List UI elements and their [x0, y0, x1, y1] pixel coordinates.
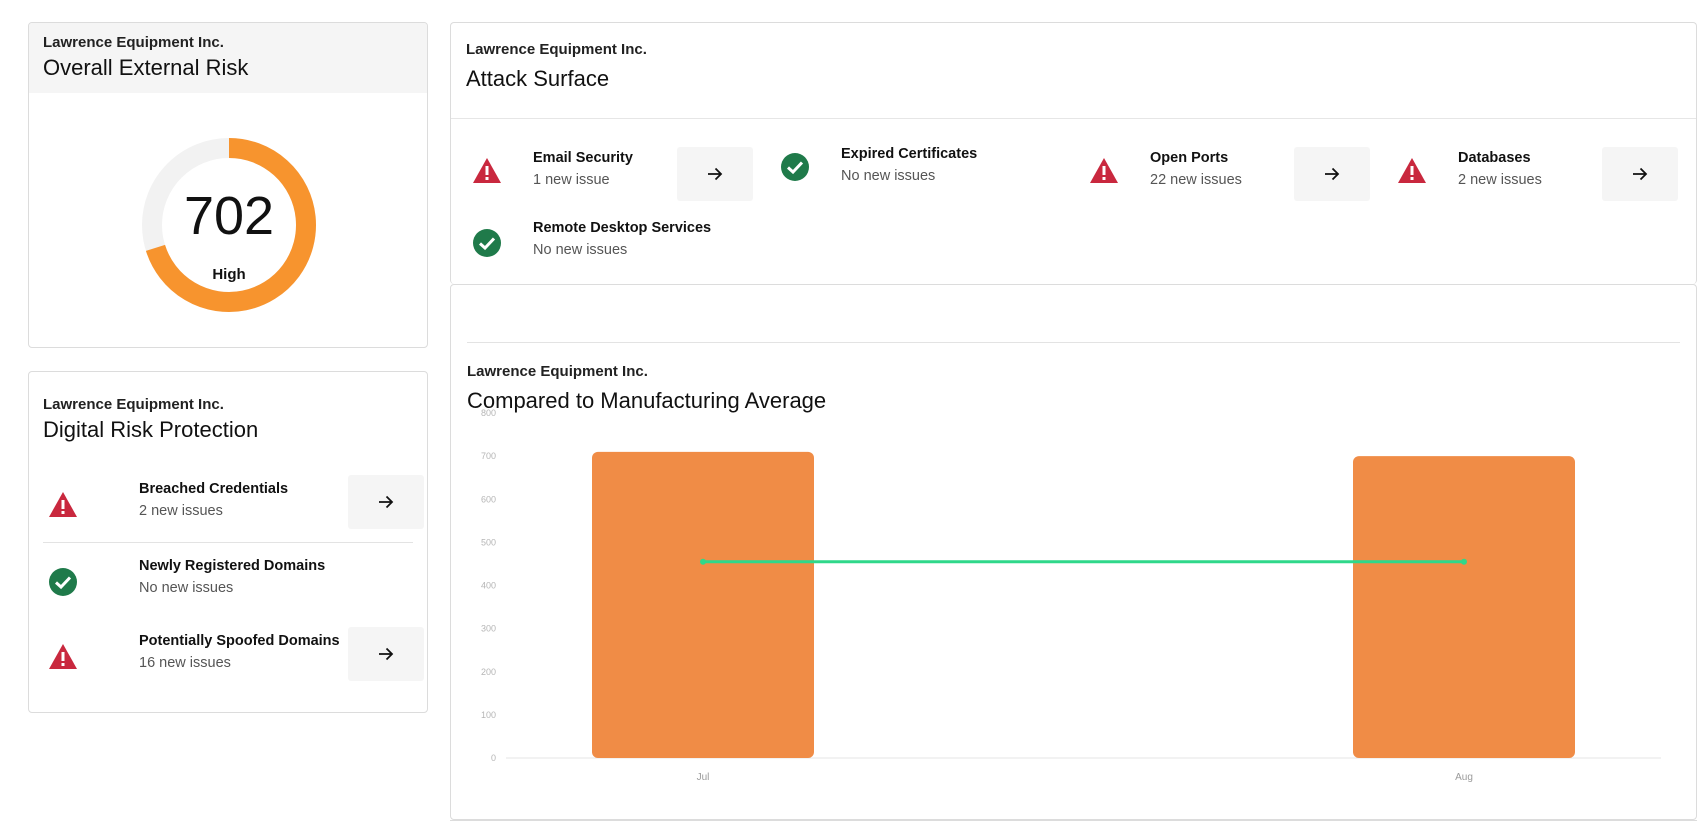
- open-open-ports-button[interactable]: [1294, 147, 1370, 201]
- x-tick-label: Aug: [1455, 772, 1473, 783]
- drp-item-newly-registered-domains: Newly Registered Domains No new issues: [43, 548, 413, 612]
- average-point: [700, 558, 706, 565]
- attack-item-title: Email Security: [533, 150, 633, 166]
- open-spoofed-domains-button[interactable]: [348, 627, 424, 681]
- risk-rating-label: High: [212, 266, 246, 283]
- warning-icon: [49, 644, 77, 669]
- arrow-right-icon: [379, 495, 394, 509]
- attack-item-title: Open Ports: [1150, 150, 1229, 166]
- attack-item-title: Remote Desktop Services: [533, 220, 712, 236]
- y-tick-label: 500: [481, 537, 496, 547]
- y-tick-label: 600: [481, 494, 496, 504]
- drp-header: Lawrence Equipment Inc. Digital Risk Pro…: [29, 372, 427, 443]
- attack-item-remote-desktop-services: Remote Desktop Services No new issues: [451, 217, 751, 277]
- drp-item-title: Potentially Spoofed Domains: [139, 633, 340, 649]
- bar-jul: [592, 451, 814, 758]
- company-name: Lawrence Equipment Inc.: [43, 396, 224, 413]
- open-breached-credentials-button[interactable]: [348, 475, 424, 529]
- company-name: Lawrence Equipment Inc.: [466, 41, 647, 58]
- warning-icon: [473, 158, 501, 183]
- attack-item-subtitle: 1 new issue: [533, 172, 610, 188]
- drp-item-breached-credentials: Breached Credentials 2 new issues: [43, 471, 424, 535]
- y-tick-label: 100: [481, 710, 496, 720]
- warning-icon: [1090, 158, 1118, 183]
- overall-risk-card: Lawrence Equipment Inc. Overall External…: [28, 22, 428, 348]
- comparison-header: Lawrence Equipment Inc. Compared to Manu…: [467, 363, 826, 414]
- warning-icon: [1398, 158, 1426, 183]
- drp-item-title: Newly Registered Domains: [139, 558, 326, 574]
- y-tick-label: 200: [481, 667, 496, 677]
- attack-item-databases: Databases 2 new issues: [1376, 141, 1678, 201]
- drp-item-subtitle: 2 new issues: [139, 503, 223, 519]
- company-name: Lawrence Equipment Inc.: [43, 34, 224, 51]
- check-circle-icon: [473, 229, 501, 257]
- x-tick-label: Jul: [697, 772, 710, 783]
- divider: [43, 542, 413, 543]
- attack-item-email-security: Email Security 1 new issue: [451, 141, 753, 201]
- comparison-chart: 0 100 200 300 400 500 600 700 800 Jul Aug: [481, 408, 1661, 783]
- gauge-value-arc: [145, 138, 316, 312]
- attack-item-subtitle: 22 new issues: [1150, 172, 1242, 188]
- arrow-right-icon: [1633, 167, 1648, 181]
- bar-aug: [1353, 456, 1575, 758]
- card-title: Digital Risk Protection: [43, 417, 259, 442]
- open-databases-button[interactable]: [1602, 147, 1678, 201]
- attack-item-expired-certificates: Expired Certificates No new issues: [759, 141, 1059, 201]
- attack-surface-card: Lawrence Equipment Inc. Attack Surface E…: [450, 22, 1697, 284]
- drp-item-subtitle: No new issues: [139, 580, 234, 596]
- risk-score-value: 702: [183, 186, 275, 246]
- industry-comparison-card: Lawrence Equipment Inc. Compared to Manu…: [450, 284, 1697, 820]
- y-tick-label: 0: [491, 753, 496, 763]
- attack-item-subtitle: No new issues: [533, 242, 628, 258]
- y-tick-label: 700: [481, 451, 496, 461]
- card-title: Attack Surface: [466, 66, 610, 91]
- y-tick-label: 800: [481, 408, 496, 418]
- attack-surface-header: Lawrence Equipment Inc. Attack Surface: [451, 23, 1696, 119]
- open-email-security-button[interactable]: [677, 147, 753, 201]
- attack-item-open-ports: Open Ports 22 new issues: [1068, 141, 1370, 201]
- drp-item-title: Breached Credentials: [139, 481, 289, 497]
- attack-item-title: Databases: [1458, 150, 1531, 166]
- check-circle-icon: [781, 153, 809, 181]
- y-tick-label: 400: [481, 581, 496, 591]
- drp-item-potentially-spoofed-domains: Potentially Spoofed Domains 16 new issue…: [43, 623, 424, 687]
- attack-item-subtitle: No new issues: [841, 168, 936, 184]
- y-tick-label: 300: [481, 624, 496, 634]
- divider: [467, 342, 1680, 343]
- overall-risk-header: Lawrence Equipment Inc. Overall External…: [29, 23, 427, 93]
- arrow-right-icon: [1325, 167, 1340, 181]
- card-title: Compared to Manufacturing Average: [467, 388, 827, 413]
- divider: [450, 820, 1697, 821]
- card-title: Overall External Risk: [43, 55, 249, 80]
- arrow-right-icon: [379, 647, 394, 661]
- arrow-right-icon: [708, 167, 723, 181]
- check-circle-icon: [49, 568, 77, 596]
- company-name: Lawrence Equipment Inc.: [467, 363, 648, 380]
- drp-item-subtitle: 16 new issues: [139, 655, 231, 671]
- risk-score-gauge: [142, 138, 316, 312]
- digital-risk-protection-card: Lawrence Equipment Inc. Digital Risk Pro…: [28, 371, 428, 713]
- average-point: [1461, 558, 1467, 565]
- attack-item-subtitle: 2 new issues: [1458, 172, 1542, 188]
- attack-item-title: Expired Certificates: [841, 146, 978, 162]
- warning-icon: [49, 492, 77, 517]
